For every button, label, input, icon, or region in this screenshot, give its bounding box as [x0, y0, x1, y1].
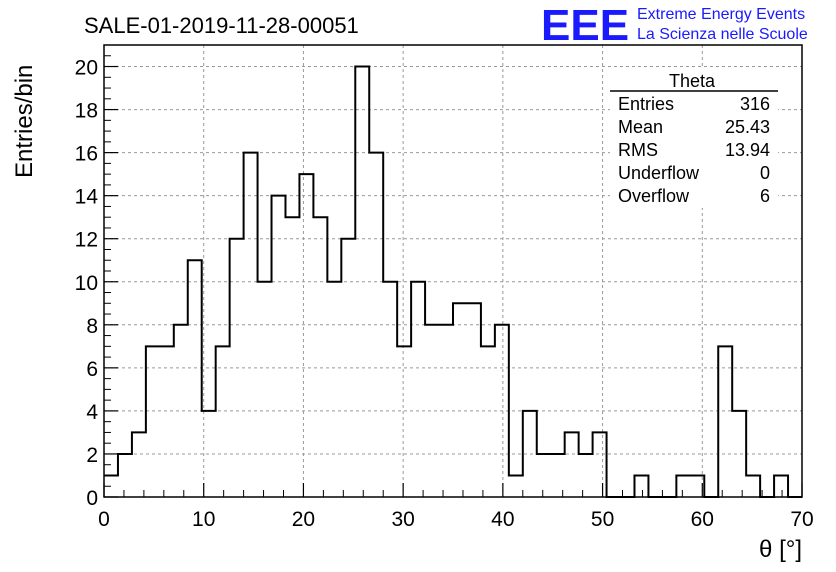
y-tick-label: 18 [75, 100, 98, 123]
stats-label: Overflow [618, 186, 690, 206]
y-tick-label: 16 [75, 143, 98, 166]
y-axis-ticks: 0 2 4 6 8 10 12 14 16 18 20 [75, 44, 118, 510]
y-tick-label: 12 [75, 229, 98, 252]
y-tick-label: 14 [75, 186, 99, 209]
stats-value: 0 [760, 163, 770, 183]
stats-box-title: Theta [669, 71, 716, 91]
y-tick-label: 8 [86, 315, 98, 338]
eee-logo-mark: EEE [541, 1, 629, 50]
x-tick-label: 10 [192, 508, 215, 531]
x-tick-label: 50 [591, 508, 614, 531]
x-tick-label: 40 [491, 508, 514, 531]
logo: EEE Extreme Energy Events La Scienza nel… [541, 1, 808, 50]
stats-label: RMS [618, 140, 658, 160]
x-tick-label: 0 [98, 508, 110, 531]
histogram-step-line [104, 65, 802, 498]
y-axis-label: Entries/bin [11, 65, 38, 178]
stats-rows: Entries 316 Mean 25.43 RMS 13.94 Underflow 0 Ove… [618, 94, 770, 206]
y-tick-label: 10 [75, 272, 98, 295]
y-tick-label: 6 [86, 358, 98, 381]
stats-value: 316 [740, 94, 770, 114]
x-axis-ticks: 0 10 20 30 40 50 60 70 [98, 483, 814, 531]
logo-line-1: Extreme Energy Events [637, 6, 805, 23]
x-tick-label: 30 [391, 508, 414, 531]
y-tick-label: 2 [86, 444, 98, 467]
y-tick-label: 0 [86, 487, 98, 510]
stats-label: Underflow [618, 163, 700, 183]
logo-line-2: La Scienza nelle Scuole [637, 26, 808, 43]
x-tick-label: 20 [292, 508, 315, 531]
x-axis-label: θ [°] [759, 536, 802, 563]
stats-value: 6 [760, 186, 770, 206]
stats-box: Theta Entries 316 Mean 25.43 RMS 13.94 Underfl… [610, 68, 778, 208]
stats-label: Entries [618, 94, 674, 114]
x-tick-label: 60 [691, 508, 714, 531]
stats-value: 25.43 [725, 117, 770, 137]
stats-value: 13.94 [725, 140, 770, 160]
x-tick-label: 70 [790, 508, 813, 531]
stats-label: Mean [618, 117, 663, 137]
chart-title: SALE-01-2019-11-28-00051 [84, 13, 359, 38]
y-tick-label: 20 [75, 57, 98, 80]
y-tick-label: 4 [86, 401, 98, 424]
